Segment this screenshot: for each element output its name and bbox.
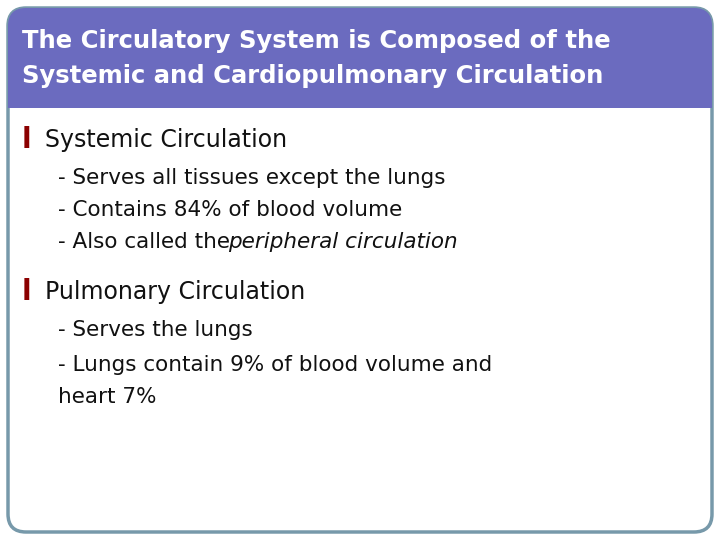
FancyBboxPatch shape (8, 8, 712, 532)
Text: Systemic and Cardiopulmonary Circulation: Systemic and Cardiopulmonary Circulation (22, 64, 603, 88)
Text: heart 7%: heart 7% (58, 387, 156, 407)
Bar (8, 78, 712, 108)
Text: peripheral circulation: peripheral circulation (228, 232, 458, 252)
Text: - Contains 84% of blood volume: - Contains 84% of blood volume (58, 200, 402, 220)
Text: - Also called the: - Also called the (58, 232, 237, 252)
FancyBboxPatch shape (8, 8, 712, 108)
Text: The Circulatory System is Composed of the: The Circulatory System is Composed of th… (22, 29, 611, 53)
Text: - Serves all tissues except the lungs: - Serves all tissues except the lungs (58, 168, 446, 188)
Text: l: l (22, 278, 32, 306)
Text: Systemic Circulation: Systemic Circulation (45, 128, 287, 152)
Text: l: l (22, 126, 32, 154)
Text: - Lungs contain 9% of blood volume and: - Lungs contain 9% of blood volume and (58, 355, 492, 375)
Text: - Serves the lungs: - Serves the lungs (58, 320, 253, 340)
Text: Pulmonary Circulation: Pulmonary Circulation (45, 280, 305, 304)
